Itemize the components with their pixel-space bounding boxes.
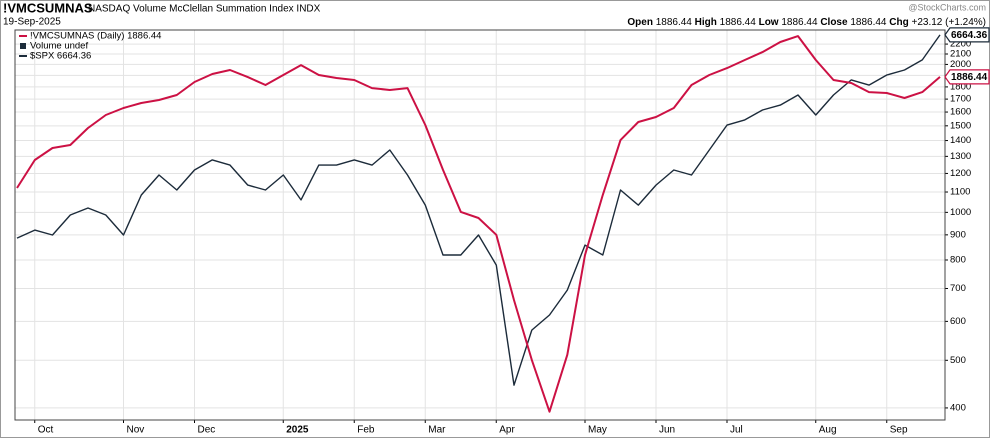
line-series (16, 34, 941, 386)
quote-value: 1886.44 (781, 17, 818, 28)
quote-label: Close (820, 17, 848, 28)
value-tag (944, 69, 990, 85)
x-tick-label: 2025 (286, 425, 309, 436)
x-tick-label: Sep (890, 425, 908, 436)
y-tick-label: 800 (950, 255, 966, 266)
y-tick-label: 1100 (950, 187, 970, 198)
quote-label: Chg (889, 17, 908, 28)
legend-label: Volume undef (30, 41, 88, 52)
legend-swatch (20, 43, 26, 49)
x-tick-label: Jul (730, 425, 743, 436)
x-tick-label: Nov (127, 425, 145, 436)
x-tick-label: Aug (819, 425, 837, 436)
quote-value: 1886.44 (656, 17, 693, 28)
y-tick-label: 500 (950, 355, 966, 366)
legend-label: !VMCSUMNAS (Daily) 1886.44 (30, 31, 161, 42)
x-tick-label: May (588, 425, 607, 436)
quote-value: 1886.44 (850, 17, 887, 28)
y-tick-label: 2200 (950, 39, 971, 50)
quote: Open 1886.44 High 1886.44 Low 1886.44 Cl… (627, 17, 986, 28)
quote-label: Low (759, 17, 779, 28)
y-tick-label: 900 (950, 229, 966, 240)
y-tick-label: 1500 (950, 120, 971, 131)
value-tag-label: 6664.36 (951, 30, 988, 41)
value-tag-label: 1886.44 (951, 72, 988, 83)
y-tick-label: 1000 (950, 207, 971, 218)
legend-label: $SPX 6664.36 (30, 51, 91, 62)
x-tick-label: Oct (38, 425, 54, 436)
value-tag (944, 27, 990, 43)
quote-value: 1886.44 (720, 17, 757, 28)
x-tick-label: Dec (198, 425, 216, 436)
y-tick-label: 1600 (950, 107, 971, 118)
x-tick-label: Mar (428, 425, 446, 436)
chart-subtitle: NASDAQ Volume McClellan Summation Index … (88, 4, 321, 15)
date: 19-Sep-2025 (3, 17, 61, 28)
quote-value: +23.12 (+1.24%) (912, 17, 987, 28)
y-tick-label: 1300 (950, 151, 971, 162)
x-tick-label: Jun (659, 425, 675, 436)
y-tick-label: 1200 (950, 168, 971, 179)
y-tick-label: 1700 (950, 94, 971, 105)
plot-border (14, 29, 946, 421)
y-tick-label: 400 (950, 402, 966, 413)
y-tick-label: 2100 (950, 49, 971, 60)
line-series (16, 35, 941, 413)
x-tick-label: Apr (499, 425, 515, 436)
quote-label: Open (627, 17, 653, 28)
watermark: @StockCharts.com (908, 2, 986, 12)
y-tick-label: 1400 (950, 135, 971, 146)
y-tick-label: 1800 (950, 81, 971, 92)
quote-label: High (695, 17, 717, 28)
y-tick-label: 700 (950, 283, 966, 294)
y-tick-label: 600 (950, 316, 966, 327)
chart-title: !VMCSUMNAS (3, 0, 93, 15)
y-tick-label: 2000 (950, 59, 971, 70)
x-tick-label: Feb (357, 425, 375, 436)
